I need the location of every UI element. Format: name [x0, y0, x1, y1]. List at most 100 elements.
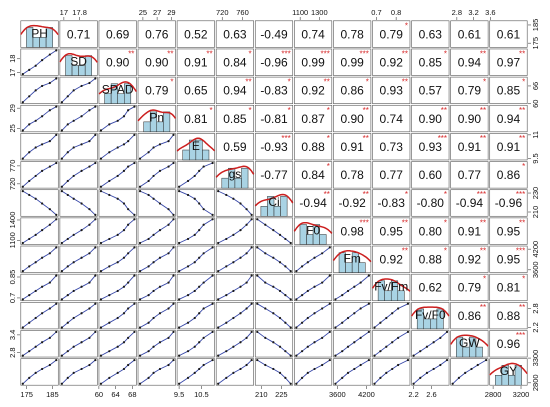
point-fm-e-3: [198, 256, 201, 259]
point-gs-pn-0: [138, 185, 142, 188]
point-gw-pn-3: [158, 341, 162, 344]
point-ci-ph-0: [21, 190, 24, 193]
smooth-line-fvf0-gs: [217, 303, 253, 328]
correlation-fvf0-gw: 0.86: [458, 309, 482, 323]
point-gy-fvf0-1: [419, 376, 422, 379]
point-fvf0-ci-2: [278, 316, 282, 320]
variable-label-gy: GY: [500, 364, 517, 378]
point-gs-e-0: [178, 185, 181, 188]
point-f0-ph-1: [28, 237, 31, 241]
point-gw-e-4: [202, 336, 205, 339]
point-f0-sd-4: [88, 223, 91, 226]
point-fvfm-ci-2: [278, 289, 282, 293]
panel-fvf0-gy: [489, 302, 528, 330]
smooth-line-f0-gs: [217, 218, 253, 244]
point-e-ph-0: [21, 157, 24, 160]
point-fm-gs-5: [250, 246, 253, 249]
point-gs-sd-2: [72, 174, 75, 178]
point-fm-ci-2: [278, 261, 282, 264]
point-gy-ph-3: [41, 367, 44, 371]
smooth-line-gw-pn: [139, 331, 174, 357]
point-gw-sd-3: [80, 341, 83, 344]
tick-label-right-gy-3300: 3300: [531, 350, 540, 367]
point-spad-sd-0: [60, 101, 63, 104]
point-f0-pn-2: [152, 233, 155, 236]
panel-e-gy: [489, 133, 528, 161]
point-fvf0-spad-4: [127, 307, 130, 310]
correlation-e-fm: 0.91: [340, 140, 364, 154]
point-gw-ci-0: [289, 354, 292, 357]
point-gw-f0-2: [306, 345, 309, 348]
tick-label-right-ci-230: 230: [531, 187, 540, 200]
point-fvfm-ph-1: [28, 294, 31, 297]
smooth-line-spad-sd: [61, 78, 96, 103]
point-gy-gw-0: [451, 382, 454, 385]
point-sd-ph-4: [48, 53, 51, 56]
correlation-pn-fvf0: 0.90: [419, 112, 443, 126]
point-fm-ph-2: [34, 261, 37, 264]
point-gy-pn-2: [152, 371, 155, 375]
smooth-line-f0-pn: [139, 218, 174, 244]
point-fvf0-spad-0: [99, 326, 103, 329]
point-fvf0-ci-5: [256, 302, 259, 305]
panel-gs-fm: [333, 161, 372, 189]
point-gs-ph-5: [55, 161, 58, 165]
histogram-bar-gw-3: [475, 346, 483, 358]
point-f0-e-5: [211, 218, 214, 221]
panel-e-gs: [215, 133, 254, 161]
smooth-line-e-ph: [22, 134, 57, 159]
smooth-line-gw-gs: [217, 331, 253, 356]
point-fvfm-pn-2: [152, 289, 155, 293]
point-gw-f0-1: [300, 350, 304, 353]
point-fm-spad-4: [127, 252, 130, 255]
point-gw-fvfm-1: [379, 350, 382, 353]
panel-ph-fm: [333, 20, 372, 48]
significance-f0-fm: ***: [360, 218, 369, 227]
panel-ci-fvf0: [411, 189, 450, 217]
point-sd-ph-2: [34, 64, 37, 67]
point-fvfm-f0-5: [328, 274, 331, 277]
point-gs-sd-4: [88, 165, 91, 168]
panel-ci-gs: [215, 189, 254, 217]
point-ci-e-3: [198, 202, 201, 205]
panel-ph-spad: [98, 20, 137, 48]
point-gw-ci-2: [278, 345, 282, 348]
point-gw-e-2: [193, 345, 196, 348]
tick-label-bottom-ci-225: 225: [275, 390, 288, 399]
point-pn-ph-3: [41, 115, 44, 118]
point-gy-fvf0-2: [425, 371, 429, 375]
point-fm-sd-3: [80, 256, 83, 259]
point-fvfm-fm-5: [367, 274, 370, 277]
point-gs-spad-1: [108, 179, 111, 183]
panel-spad-gy: [489, 76, 528, 104]
point-e-sd-0: [60, 157, 63, 160]
point-gw-f0-3: [313, 341, 316, 344]
point-fm-ph-5: [55, 246, 58, 249]
panel-e-fvfm: [372, 133, 411, 161]
significance-ci-fvfm: *: [405, 190, 408, 199]
point-fm-ci-1: [284, 265, 287, 268]
point-e-spad-3: [122, 143, 126, 146]
point-gy-ci-3: [272, 367, 275, 371]
significance-f0-fvf0: *: [444, 218, 447, 227]
correlation-f0-gy: 0.95: [497, 224, 521, 238]
point-fm-spad-0: [99, 270, 103, 273]
point-e-pn-3: [158, 143, 162, 146]
significance-e-gy: **: [519, 134, 525, 143]
significance-sd-fvf0: *: [444, 49, 447, 58]
point-ci-spad-3: [122, 202, 126, 205]
smooth-line-f0-sd: [61, 218, 96, 244]
point-fvf0-fvfm-2: [385, 316, 388, 320]
correlation-e-fvf0: 0.93: [419, 140, 443, 154]
point-gw-fvf0-5: [445, 330, 449, 334]
point-e-ph-1: [28, 151, 31, 154]
point-e-spad-0: [99, 157, 103, 160]
smooth-line-fvfm-fm: [335, 275, 370, 300]
panel-gy-ci: [254, 358, 294, 386]
point-gy-fm-3: [353, 367, 356, 371]
correlation-pn-ci: -0.81: [260, 112, 288, 126]
histogram-bar-fvfm-3: [397, 290, 405, 301]
point-fvf0-gs-0: [217, 326, 220, 329]
panel-fvfm-gs: [215, 273, 254, 302]
significance-sd-fm: ***: [360, 49, 369, 58]
